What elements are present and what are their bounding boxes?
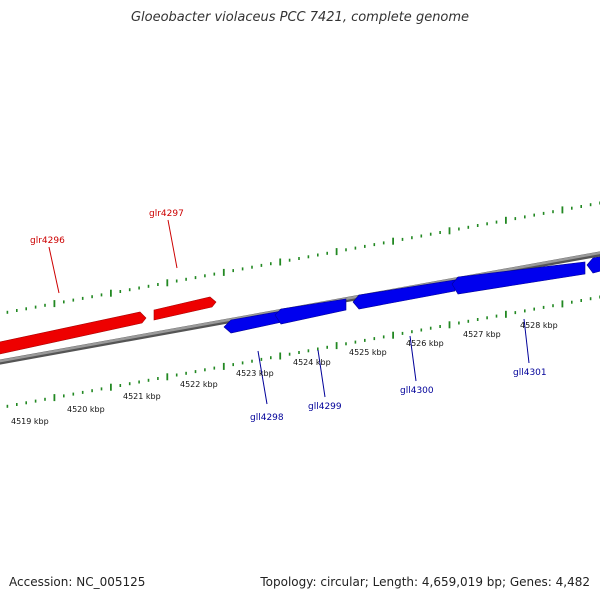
gene-label-gll4301[interactable]: gll4301: [513, 368, 547, 378]
map-title: Gloeobacter violaceus PCC 7421, complete…: [130, 10, 470, 25]
glr4297-leader: [167, 219, 178, 269]
scale-label-4520: 4520 kbp: [67, 405, 105, 414]
scale-label-4522: 4522 kbp: [180, 380, 218, 389]
scale-label-4524: 4524 kbp: [293, 358, 331, 367]
gene-label-glr4297[interactable]: glr4297: [149, 209, 184, 219]
scale-label-4526: 4526 kbp: [406, 339, 444, 348]
gene-label-gll4300[interactable]: gll4300: [400, 386, 434, 396]
gene-label-gll4298[interactable]: gll4298: [250, 413, 284, 423]
outer-tick-ruler: [6, 201, 600, 314]
topology-summary: Topology: circular; Length: 4,659,019 bp…: [260, 575, 590, 589]
scale-label-4521: 4521 kbp: [123, 392, 161, 401]
gene-glr4297-arrow[interactable]: [153, 296, 217, 321]
accession-text: Accession: NC_005125: [9, 575, 146, 589]
scale-label-4523: 4523 kbp: [236, 369, 274, 378]
gene-gll4300-arrow[interactable]: [352, 279, 456, 310]
gene-glr4296-arrow[interactable]: [0, 311, 147, 355]
scale-label-4528: 4528 kbp: [520, 321, 558, 330]
gene-label-gll4299[interactable]: gll4299: [308, 402, 342, 412]
gll4301-leader: [523, 318, 530, 364]
gll4300-leader: [409, 335, 417, 382]
gene-gll4299-arrow[interactable]: [274, 298, 347, 325]
inner-tick-ruler: [6, 295, 600, 408]
scale-label-4527: 4527 kbp: [463, 330, 501, 339]
gll4299-leader: [317, 349, 326, 398]
scale-label-4525: 4525 kbp: [349, 348, 387, 357]
glr4296-leader: [48, 246, 60, 294]
gll4298-leader: [257, 350, 268, 405]
scale-label-4519: 4519 kbp: [11, 417, 49, 426]
gene-gll4301-arrow[interactable]: [451, 261, 586, 295]
gene-label-glr4296[interactable]: glr4296: [30, 236, 65, 246]
gene-next-arrow[interactable]: [586, 256, 600, 274]
